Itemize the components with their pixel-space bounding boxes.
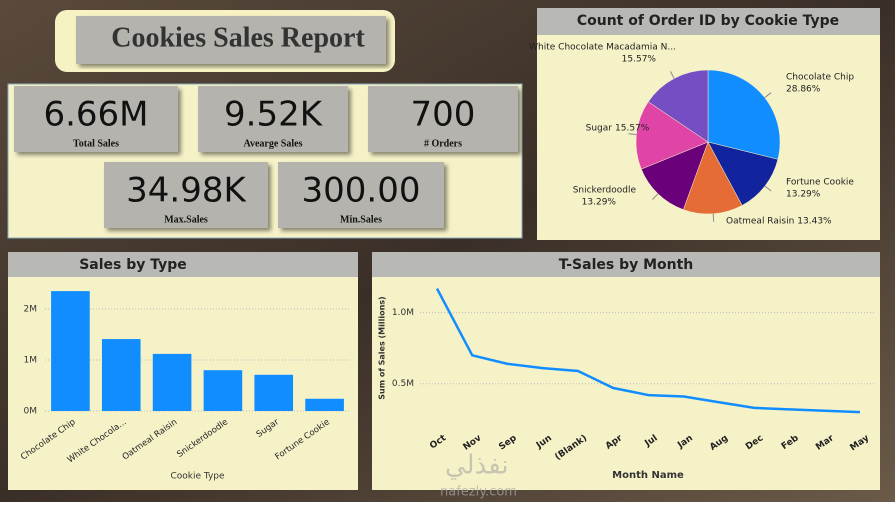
line-panel	[372, 252, 880, 490]
pie-label: Fortune Cookie	[786, 178, 854, 188]
y-axis-title: Sum of Sales (Millions)	[378, 296, 387, 399]
x-axis-title: Month Name	[612, 470, 684, 481]
line-series	[435, 287, 861, 414]
watermark-site: nafezly.com	[440, 485, 517, 500]
kpi-value: 300.00	[302, 171, 421, 211]
pie-label: Snickerdoodle	[573, 186, 637, 196]
kpi-label: Max.Sales	[164, 214, 208, 225]
bar-header	[8, 252, 358, 277]
kpi-card	[368, 86, 518, 152]
chart-title: T-Sales by Month	[559, 257, 694, 273]
pie-value-label: 13.29%	[786, 190, 821, 200]
pie-value-label: 13.43%	[797, 217, 832, 227]
chart-title: Count of Order ID by Cookie Type	[577, 13, 839, 29]
pie-slice	[682, 141, 743, 215]
y-tick-label: 2M	[24, 304, 38, 314]
bar	[51, 291, 90, 411]
leader-line	[652, 193, 659, 200]
pie-slice	[707, 141, 779, 206]
leader-line	[628, 133, 637, 136]
pie-value-label: 15.57%	[622, 55, 657, 65]
kpi-value: 700	[411, 95, 476, 135]
kpi-card	[278, 162, 444, 228]
leader-line	[712, 213, 715, 222]
kpi-card	[104, 162, 268, 228]
report-title: Cookies Sales Report	[111, 22, 365, 53]
pie-label: Oatmeal Raisin	[726, 217, 794, 227]
watermark-arabic: نفذلي	[445, 451, 509, 481]
pie-label: White Chocolate Macadamia N...	[529, 43, 676, 53]
pie-header	[537, 8, 880, 35]
bar	[305, 398, 344, 411]
y-tick-label: 1.0M	[392, 308, 414, 318]
kpi-card	[14, 86, 178, 152]
bar	[203, 370, 243, 411]
kpi-card	[198, 86, 348, 152]
leader-line	[764, 185, 772, 192]
bar	[101, 339, 141, 411]
pie-label: Sugar	[586, 124, 613, 134]
pie-value-label: 28.86%	[786, 85, 821, 95]
pie-slice	[640, 141, 709, 210]
kpi-label: # Orders	[424, 138, 462, 149]
kpi-value: 6.66M	[43, 95, 148, 135]
kpi-value: 34.98K	[126, 171, 247, 211]
bar	[152, 353, 192, 411]
kpi-label: Avearge Sales	[244, 138, 303, 149]
title-box	[76, 16, 386, 64]
leader-line	[764, 92, 772, 99]
pie-slice	[707, 69, 781, 160]
pie-label: Chocolate Chip	[786, 73, 854, 83]
kpi-label: Min.Sales	[340, 214, 382, 225]
pie-value-label: 15.57%	[615, 124, 650, 134]
pie-value-label: 13.29%	[582, 198, 617, 208]
kpi-value: 9.52K	[224, 95, 324, 135]
bar	[254, 374, 294, 411]
y-tick-label: 0M	[24, 407, 38, 417]
x-axis-title: Cookie Type	[170, 472, 225, 482]
line-header	[372, 252, 880, 277]
leader-line	[669, 71, 675, 79]
chart-title: Sales by Type	[79, 257, 187, 273]
y-tick-label: 0.5M	[392, 379, 414, 389]
y-tick-label: 1M	[24, 355, 38, 365]
pie-slice	[635, 101, 709, 170]
kpi-label: Total Sales	[73, 138, 119, 149]
